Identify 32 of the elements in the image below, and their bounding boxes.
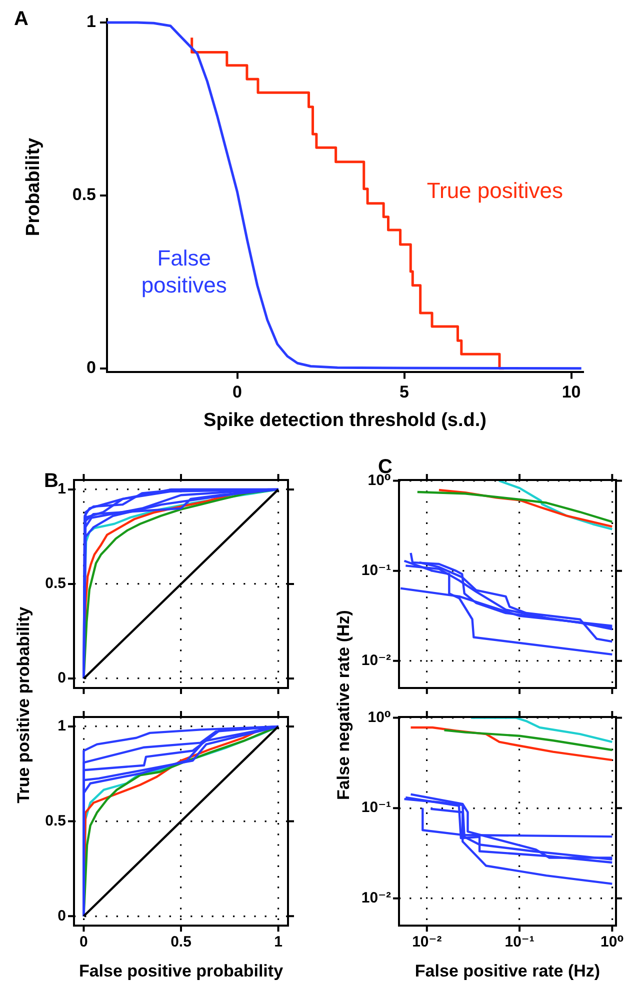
- y-axis-title: Probability: [23, 138, 44, 236]
- y-tick-label: 10⁻²: [361, 652, 391, 670]
- y-tick-label: 10⁻¹: [361, 562, 391, 579]
- y-tick-label: 0: [58, 907, 66, 924]
- y-tick-label: 1: [58, 718, 66, 735]
- y-axis-title: False negative rate (Hz): [334, 610, 354, 800]
- series-label: False positives: [141, 246, 227, 298]
- x-tick-label: 10⁻²: [412, 934, 442, 951]
- x-tick-label: 10⁰: [600, 934, 624, 951]
- series-label: True positives: [426, 178, 564, 203]
- y-tick-label: 10⁻¹: [361, 799, 391, 816]
- y-tick-label: 0.5: [45, 575, 66, 592]
- x-tick-label: 0.5: [170, 934, 192, 951]
- x-axis-title: Spike detection threshold (s.d.): [204, 410, 486, 431]
- x-tick-label: 5: [400, 382, 410, 402]
- y-tick-label: 10⁰: [368, 708, 391, 726]
- x-axis-title: False positive probability: [78, 961, 284, 980]
- x-axis-title: False positive rate (Hz): [414, 961, 600, 980]
- y-tick-label: 0: [86, 358, 96, 378]
- y-tick-label: 1: [86, 12, 96, 32]
- y-tick-label: 0.5: [45, 812, 66, 830]
- y-tick-label: 0: [58, 670, 66, 687]
- y-tick-label: 0.5: [72, 185, 96, 204]
- y-tick-label: 10⁻²: [361, 890, 391, 907]
- x-tick-label: 10: [562, 382, 581, 402]
- chart-title: A: [14, 8, 28, 30]
- x-tick-label: 1: [274, 934, 282, 951]
- y-tick-label: 1: [58, 480, 66, 498]
- x-tick-label: 10⁻¹: [504, 934, 534, 951]
- y-axis-title: True positive probability: [14, 606, 34, 804]
- chart-title: B: [44, 470, 58, 492]
- x-tick-label: 0: [232, 382, 242, 402]
